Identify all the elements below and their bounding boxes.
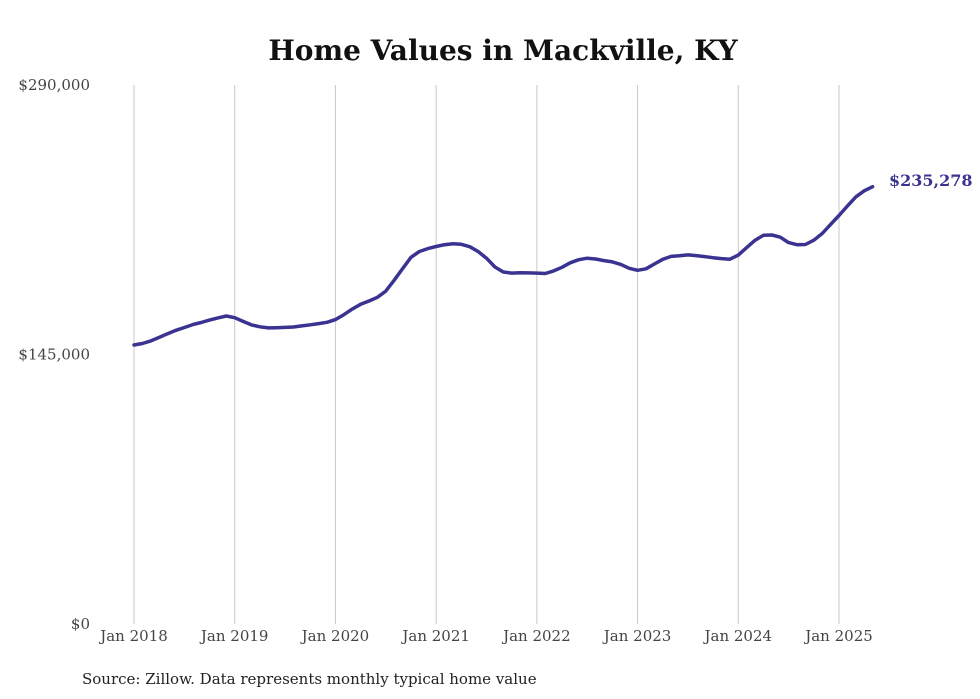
x-tick-label: Jan 2021 xyxy=(400,627,470,645)
end-value-label: $235,278 xyxy=(889,171,973,190)
source-note: Source: Zillow. Data represents monthly … xyxy=(82,670,537,688)
x-tick-label: Jan 2019 xyxy=(199,627,269,645)
chart-title: Home Values in Mackville, KY xyxy=(268,34,738,67)
x-tick-label: Jan 2023 xyxy=(602,627,672,645)
x-tick-label: Jan 2020 xyxy=(300,627,370,645)
y-tick-label: $290,000 xyxy=(18,76,90,94)
x-tick-label: Jan 2025 xyxy=(803,627,873,645)
x-tick-label: Jan 2024 xyxy=(703,627,773,645)
x-tick-label: Jan 2022 xyxy=(501,627,571,645)
x-tick-label: Jan 2018 xyxy=(98,627,168,645)
x-axis-ticks: Jan 2018 Jan 2019 Jan 2020 Jan 2021 Jan 2022… xyxy=(98,627,873,645)
y-tick-label: $0 xyxy=(71,615,90,633)
y-tick-label: $145,000 xyxy=(18,346,90,364)
y-axis-ticks: $0 $145,000 $290,000 xyxy=(18,76,90,633)
series-layer xyxy=(132,184,875,347)
home-value-line xyxy=(132,184,875,347)
gridlines xyxy=(133,85,840,624)
